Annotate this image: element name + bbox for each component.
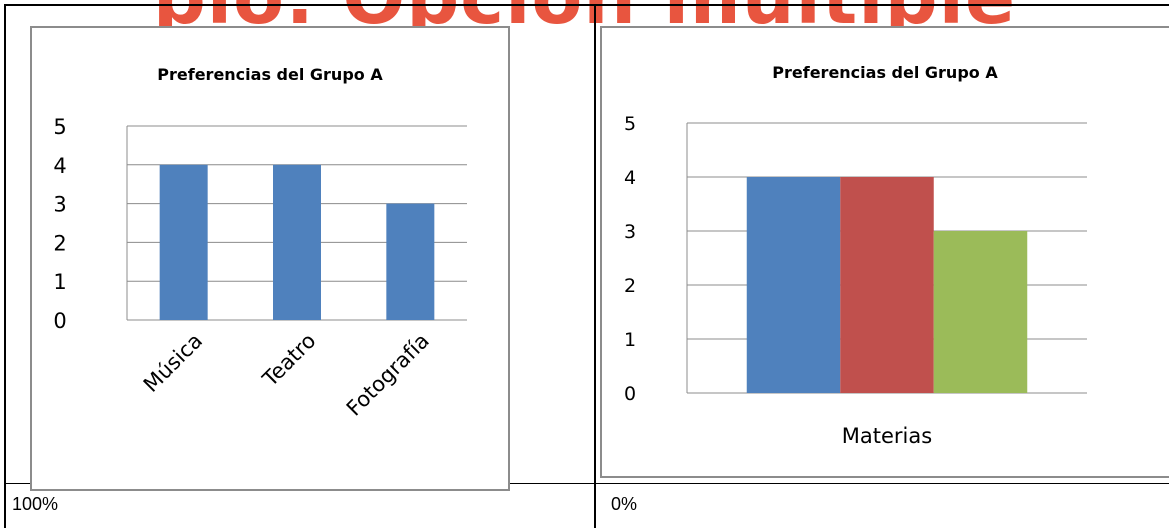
bar-series-2: [933, 231, 1028, 393]
y-tick-label-0: 0: [53, 309, 66, 333]
y-tick-label-5: 5: [53, 115, 66, 139]
table-border-middle: [594, 4, 596, 528]
y-tick-label-3: 3: [53, 193, 66, 217]
x-tick-label-1: Teatro: [257, 329, 320, 392]
x-axis-label: Materias: [842, 424, 932, 448]
chart-title: Preferencias del Grupo A: [772, 63, 998, 82]
table-border-left: [4, 4, 6, 528]
chart-option-a[interactable]: Preferencias del Grupo A 0 1 2 3 4 5 Música Teat…: [30, 26, 510, 491]
option-a-percent: 100%: [12, 494, 59, 514]
bar-series-1: [840, 177, 934, 393]
x-tick-label-0: Música: [139, 329, 207, 397]
bar-1: [273, 164, 321, 320]
y-tick-label-4: 4: [53, 154, 66, 178]
x-tick-label-2: Fotografía: [342, 329, 434, 421]
y-tick-label-4: 4: [624, 167, 636, 189]
bar-0: [159, 164, 208, 320]
chart-option-b[interactable]: Preferencias del Grupo A 0 1 2 3 4 5 Materias: [600, 26, 1169, 478]
table-row-divider: [4, 483, 1169, 484]
y-tick-label-1: 1: [53, 270, 66, 294]
chart-option-a-svg: Preferencias del Grupo A 0 1 2 3 4 5 Música Teat…: [53, 65, 467, 421]
table-border-top: [4, 4, 1169, 6]
y-tick-label-5: 5: [624, 113, 636, 135]
option-b-percent: 0%: [611, 494, 638, 514]
y-tick-label-1: 1: [624, 329, 636, 351]
y-tick-label-0: 0: [624, 383, 636, 405]
bar-2: [386, 203, 435, 320]
y-tick-label-3: 3: [624, 221, 636, 243]
chart-option-b-svg: Preferencias del Grupo A 0 1 2 3 4 5 Materias: [624, 63, 1087, 448]
y-tick-label-2: 2: [624, 275, 636, 297]
y-tick-label-2: 2: [53, 231, 66, 255]
bar-series-0: [746, 177, 841, 393]
chart-title: Preferencias del Grupo A: [157, 65, 383, 84]
